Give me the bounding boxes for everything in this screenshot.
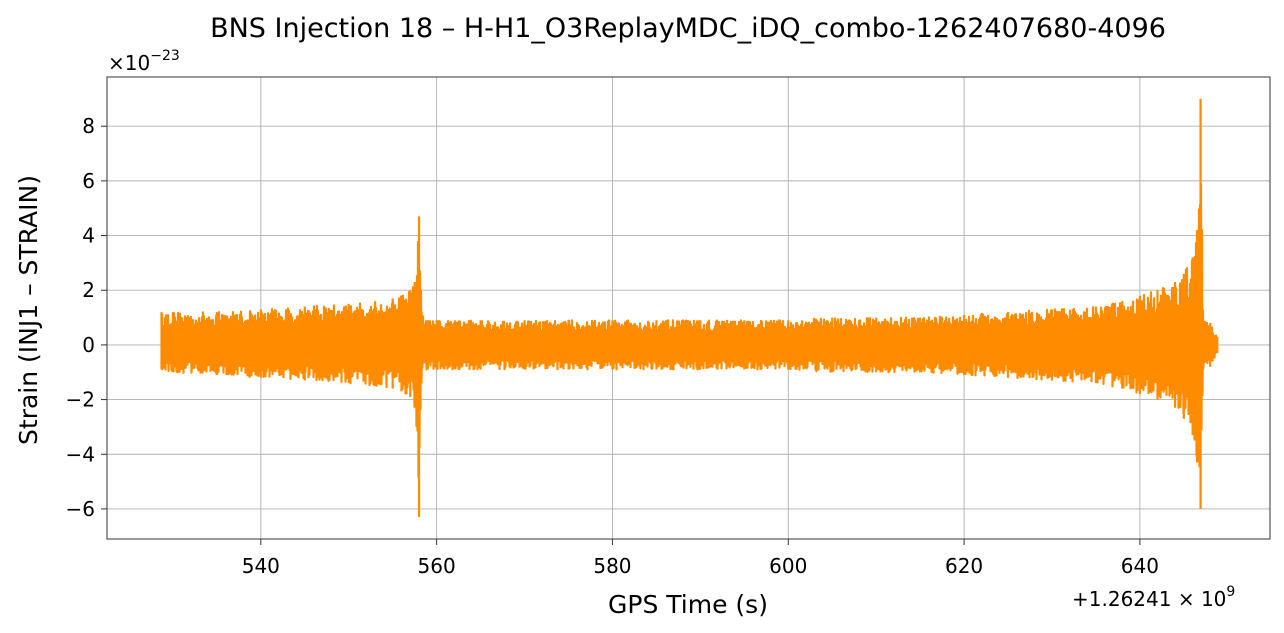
y-tick-label: 4 bbox=[82, 224, 95, 248]
x-tick-label: 580 bbox=[593, 554, 631, 578]
x-offset-exp: 9 bbox=[1226, 584, 1235, 600]
y-tick-label: 6 bbox=[82, 169, 95, 193]
y-tick-label: 8 bbox=[82, 114, 95, 138]
x-tick-label: 620 bbox=[945, 554, 983, 578]
y-multiplier: ×10−23 bbox=[108, 48, 180, 75]
svg-text:+1.26241 × 109: +1.26241 × 109 bbox=[1072, 584, 1235, 611]
x-tick-label: 600 bbox=[769, 554, 807, 578]
data-layer bbox=[160, 98, 1219, 518]
y-tick-label: 0 bbox=[82, 333, 95, 357]
y-tick-label: −6 bbox=[66, 497, 95, 521]
strain-series-line bbox=[160, 98, 1219, 518]
x-offset-base: +1.26241 bbox=[1072, 587, 1171, 611]
x-axis-ticks: 540 560 580 600 620 640 bbox=[242, 539, 1159, 578]
y-tick-label: −4 bbox=[66, 442, 95, 466]
x-offset: +1.26241 × 109 bbox=[1072, 584, 1235, 611]
y-axis-ticks: −6 −4 −2 0 2 4 6 8 bbox=[66, 114, 107, 521]
x-tick-label: 560 bbox=[418, 554, 456, 578]
x-tick-label: 640 bbox=[1121, 554, 1159, 578]
x-tick-label: 540 bbox=[242, 554, 280, 578]
x-offset-times: × 10 bbox=[1171, 587, 1226, 611]
y-tick-label: −2 bbox=[66, 388, 95, 412]
plot-frame bbox=[106, 76, 1271, 540]
y-multiplier-base: ×10 bbox=[108, 51, 150, 75]
y-tick-label: 2 bbox=[82, 278, 95, 302]
y-axis-label: Strain (INJ1 – STRAIN) bbox=[14, 175, 43, 445]
svg-text:×10−23: ×10−23 bbox=[108, 48, 180, 75]
y-multiplier-exp: −23 bbox=[150, 48, 180, 64]
chart-title: BNS Injection 18 – H-H1_O3ReplayMDC_iDQ_… bbox=[210, 13, 1166, 44]
x-axis-label: GPS Time (s) bbox=[608, 590, 768, 619]
